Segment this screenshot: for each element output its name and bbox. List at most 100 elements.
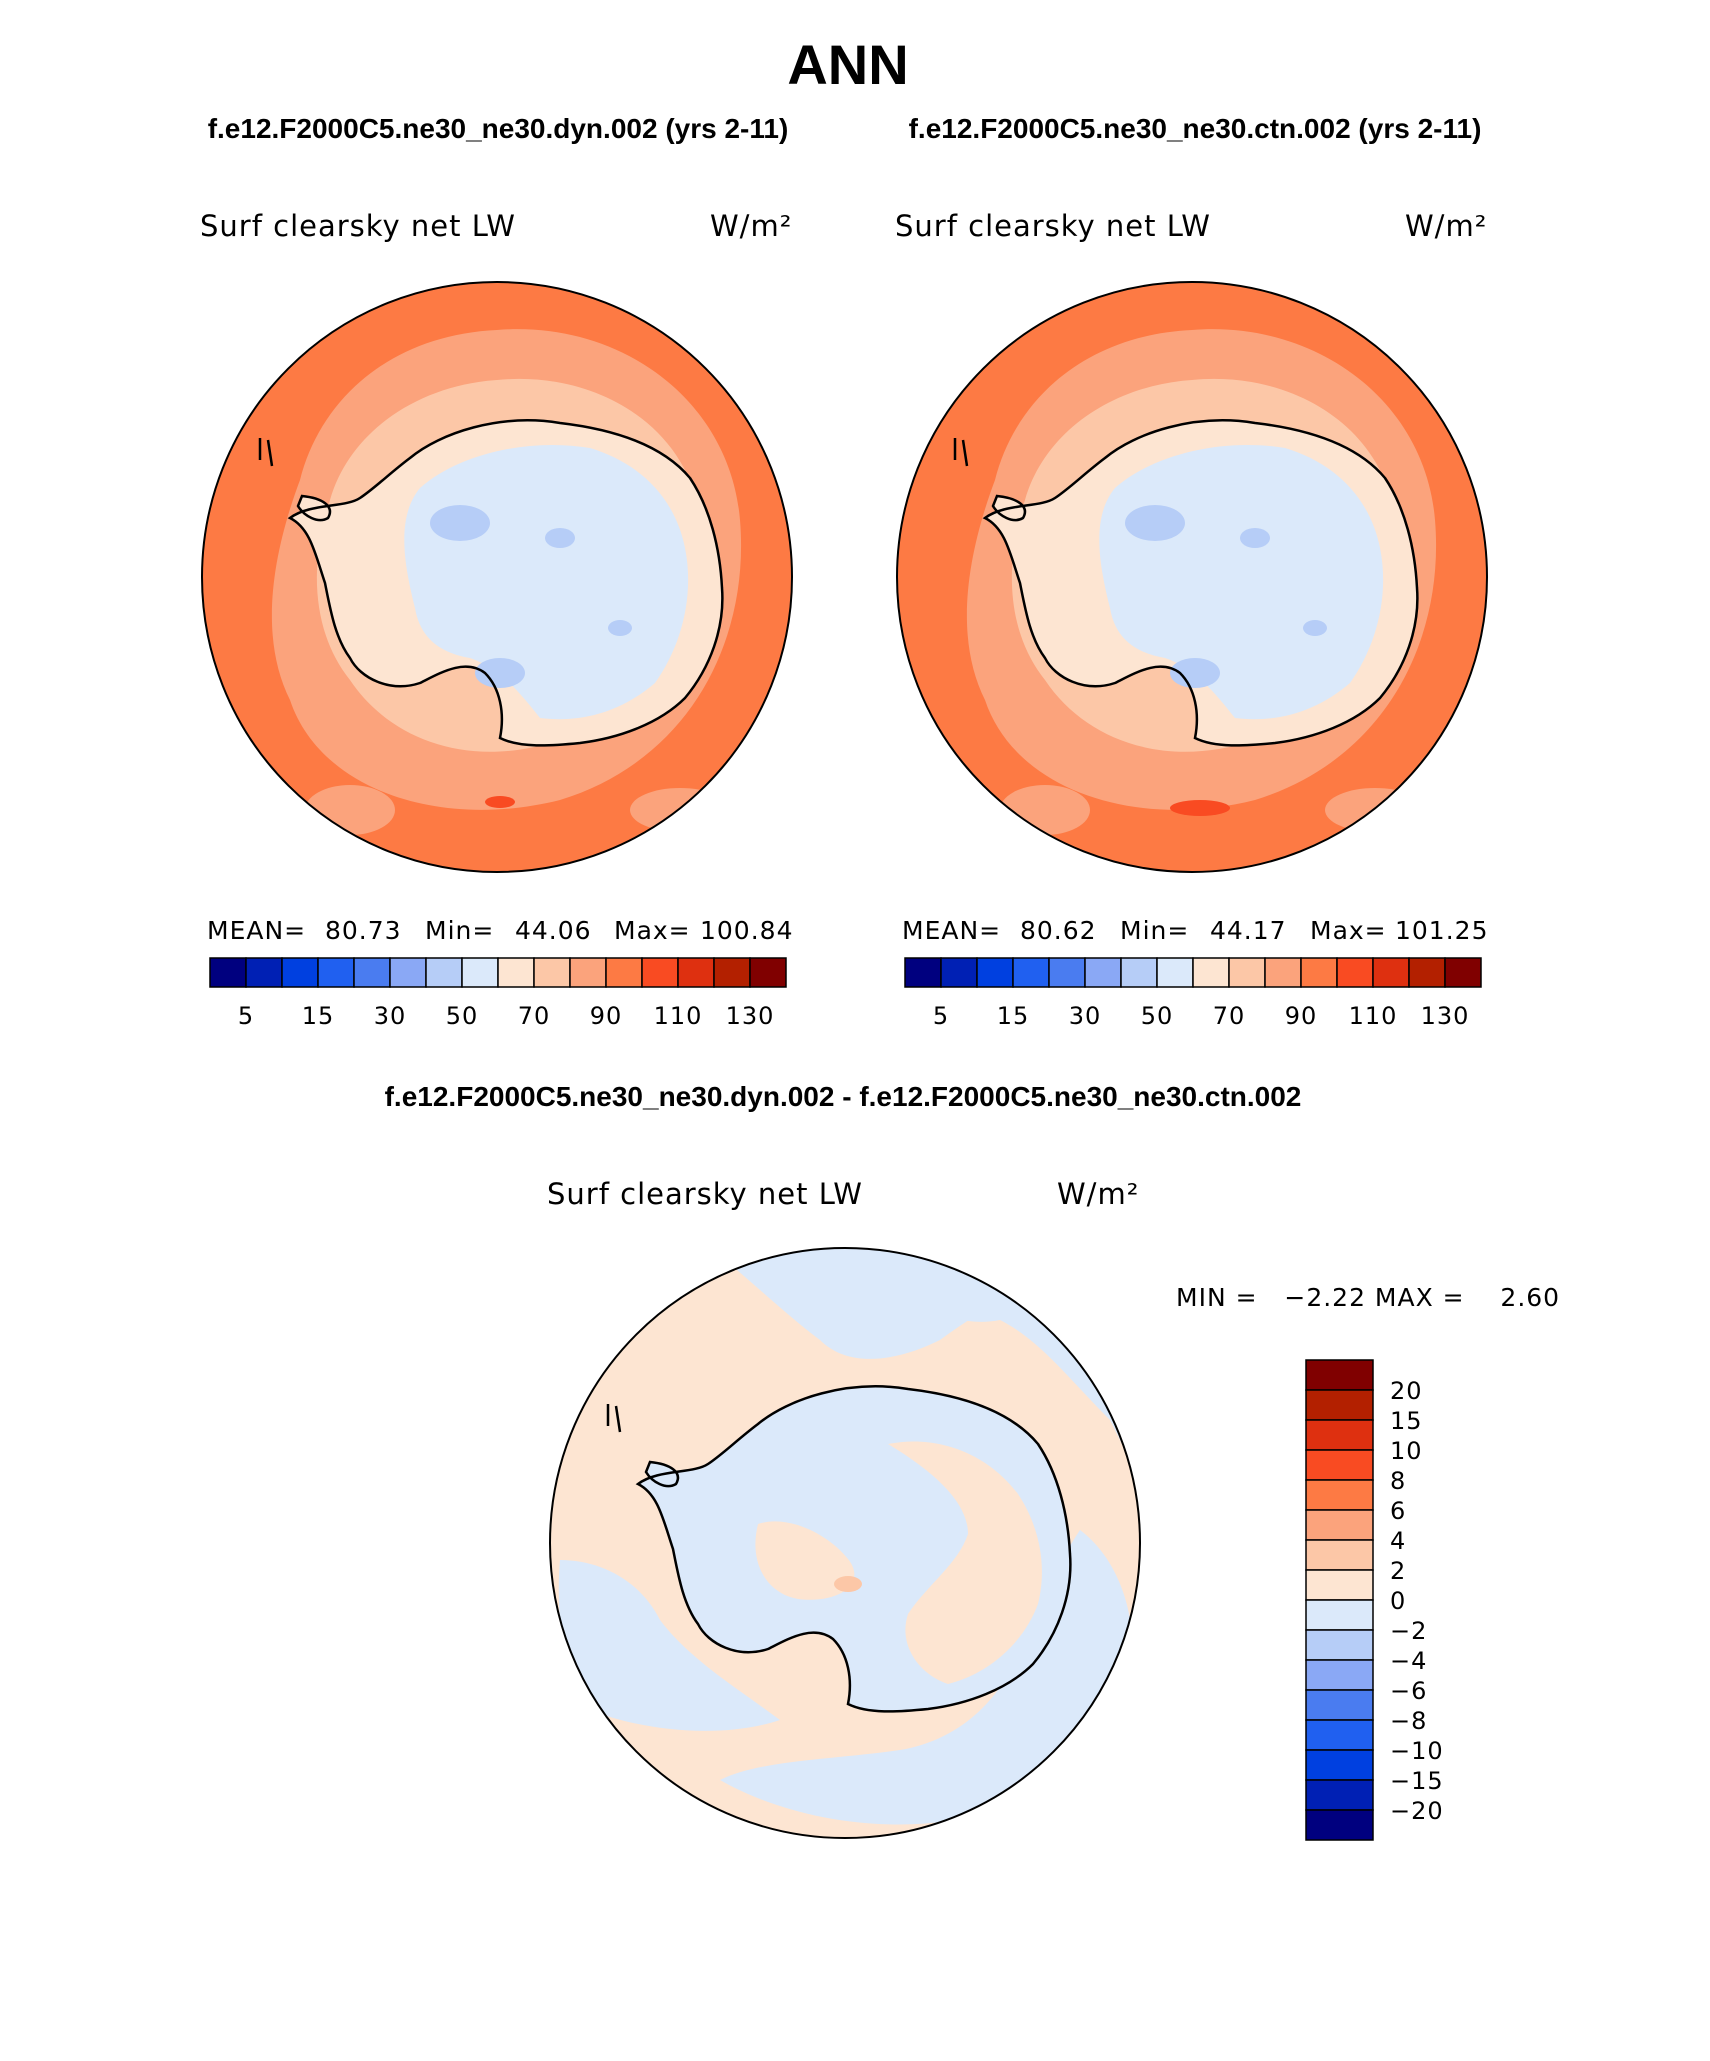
colorbar-tick-label: 8 — [1390, 1467, 1406, 1495]
map-panel-difference: Surf clearsky net LW W/m² MIN = −2.22 MA… — [547, 1177, 1560, 1841]
colorbar-tick-label: 50 — [1141, 1002, 1174, 1030]
colorbar-swatch — [940, 957, 978, 988]
units-label: W/m² — [1405, 209, 1487, 243]
colorbar-swatch — [1305, 1509, 1374, 1541]
colorbar-swatch — [497, 957, 535, 988]
colorbar-swatch — [1305, 1389, 1374, 1421]
colorbar-tick-label: 10 — [1390, 1437, 1423, 1465]
svg-text:Min=: Min= — [1120, 916, 1189, 945]
colorbar-swatch — [1305, 1539, 1374, 1571]
colorbar-swatch — [1192, 957, 1230, 988]
colorbar-swatch — [1444, 957, 1482, 988]
colorbar-tick-label: 130 — [726, 1002, 775, 1030]
colorbar-swatch — [1305, 1479, 1374, 1511]
ocean-patch — [305, 785, 395, 835]
colorbar-tick-label: −6 — [1390, 1677, 1427, 1705]
stats-line: MEAN= 80.62 Min= 44.17 Max= 101.25 — [902, 916, 1488, 945]
diff-stats: MIN = −2.22 MAX = 2.60 — [1176, 1283, 1560, 1312]
colorbar-tick-label: 2 — [1390, 1557, 1406, 1585]
stats-line: MEAN= 80.73 Min= 44.06 Max= 100.84 — [207, 916, 793, 945]
colorbar-swatch — [1300, 957, 1338, 988]
variable-label: Surf clearsky net LW — [895, 209, 1211, 243]
colorbar-swatch — [713, 957, 751, 988]
colorbar-tick-label: 15 — [997, 1002, 1030, 1030]
colorbar: 5 15 30 50 70 90 110 130 — [209, 957, 787, 1030]
colorbar-tick-label: 15 — [302, 1002, 335, 1030]
colorbar-swatch — [533, 957, 571, 988]
ocean-patch — [1170, 800, 1230, 816]
colorbar-swatch — [749, 957, 787, 988]
colorbar-swatch — [677, 957, 715, 988]
colorbar-swatch — [904, 957, 942, 988]
colorbar-swatch — [1305, 1629, 1374, 1661]
units-label: W/m² — [1057, 1177, 1139, 1211]
colorbar-swatch — [1372, 957, 1410, 988]
colorbar-tick-label: 6 — [1390, 1497, 1406, 1525]
colorbar-swatch — [1012, 957, 1050, 988]
map-panel-case2: Surf clearsky net LW W/m² MEAN= 80.62 M — [895, 209, 1488, 1030]
colorbar-tick-label: 110 — [1349, 1002, 1398, 1030]
colorbar-tick-label: 90 — [590, 1002, 623, 1030]
colorbar-swatch — [1408, 957, 1446, 988]
colorbar-swatch — [1305, 1659, 1374, 1691]
colorbar-tick-label: −8 — [1390, 1707, 1427, 1735]
ocean-patch — [1000, 785, 1090, 835]
svg-text:101.25: 101.25 — [1395, 916, 1488, 945]
colorbar-tick-label: −20 — [1390, 1797, 1444, 1825]
ocean-patch — [630, 788, 730, 832]
colorbar-swatch — [1264, 957, 1302, 988]
colorbar-tick-label: 0 — [1390, 1587, 1406, 1615]
svg-text:MEAN=: MEAN= — [902, 916, 1001, 945]
colorbar-tick-label: 30 — [374, 1002, 407, 1030]
colorbar-swatch — [1305, 1719, 1374, 1751]
colorbar-swatch — [1156, 957, 1194, 988]
colorbar-swatch — [245, 957, 283, 988]
case1-label: f.e12.F2000C5.ne30_ne30.dyn.002 (yrs 2-1… — [208, 113, 789, 144]
svg-text:80.62: 80.62 — [1020, 916, 1097, 945]
polar-map — [550, 1248, 1140, 1838]
colorbar-swatch — [1305, 1599, 1374, 1631]
ocean-patch — [485, 796, 515, 808]
positive-anomaly-region — [755, 1521, 855, 1600]
colorbar-swatch — [281, 957, 319, 988]
colorbar-tick-label: 90 — [1285, 1002, 1318, 1030]
svg-text:100.84: 100.84 — [700, 916, 793, 945]
colorbar-swatch — [1084, 957, 1122, 988]
colorbar-swatch — [353, 957, 391, 988]
figure-title: ANN — [787, 33, 908, 96]
colorbar-swatch — [1305, 1749, 1374, 1781]
ocean-patch — [1325, 788, 1425, 832]
polar-map — [897, 282, 1487, 872]
svg-text:80.73: 80.73 — [325, 916, 402, 945]
colorbar-swatch — [1305, 1809, 1374, 1841]
colorbar-tick-label: 70 — [518, 1002, 551, 1030]
colorbar-swatch — [1228, 957, 1266, 988]
colorbar-swatch — [1305, 1569, 1374, 1601]
colorbar-tick-label: 130 — [1421, 1002, 1470, 1030]
colorbar-tick-label: 30 — [1069, 1002, 1102, 1030]
colorbar-swatch — [976, 957, 1014, 988]
colorbar-swatch — [389, 957, 427, 988]
colorbar-tick-label: 70 — [1213, 1002, 1246, 1030]
svg-text:Max=: Max= — [614, 916, 691, 945]
svg-text:Min=: Min= — [425, 916, 494, 945]
colorbar-tick-label: 5 — [238, 1002, 254, 1030]
colorbar-tick-label: −4 — [1390, 1647, 1427, 1675]
colorbar-swatch — [461, 957, 499, 988]
colorbar-swatch — [1305, 1779, 1374, 1811]
colorbar-swatch — [1048, 957, 1086, 988]
colorbar-tick-label: 50 — [446, 1002, 479, 1030]
colorbar-swatch — [1305, 1359, 1374, 1391]
case2-label: f.e12.F2000C5.ne30_ne30.ctn.002 (yrs 2-1… — [909, 113, 1482, 144]
colorbar-swatch — [641, 957, 679, 988]
colorbar-swatch — [569, 957, 607, 988]
svg-text:Max=: Max= — [1310, 916, 1387, 945]
svg-text:44.17: 44.17 — [1210, 916, 1287, 945]
svg-text:MEAN=: MEAN= — [207, 916, 306, 945]
colorbar-swatch — [317, 957, 355, 988]
colorbar-swatch — [1305, 1689, 1374, 1721]
negative-anomaly-region — [558, 1560, 780, 1731]
colorbar-tick-label: 15 — [1390, 1407, 1423, 1435]
